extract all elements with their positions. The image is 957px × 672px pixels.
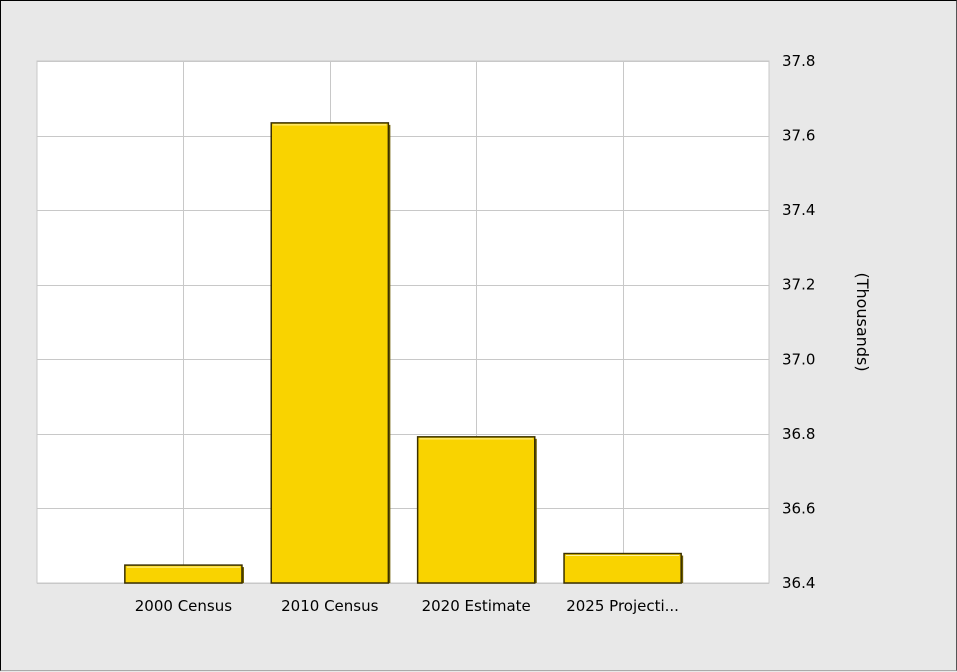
x-axis-categories: 2000 Census 2010 Census 2020 Estimate 2025 …	[135, 597, 679, 615]
grid-lines	[37, 61, 769, 584]
y-tick-label: 37.4	[782, 201, 815, 219]
y-tick-label: 37.0	[782, 350, 815, 368]
y-tick-label: 37.2	[782, 276, 815, 294]
y-tick-label: 36.4	[782, 574, 815, 592]
bar	[563, 552, 684, 584]
x-category-label: 2010 Census	[281, 597, 378, 615]
y-axis-ticks: 36.4 36.6 36.8 37.0 37.2 37.4 37.6 37.8	[782, 52, 815, 592]
bar-body	[270, 122, 390, 584]
x-category-label: 2000 Census	[135, 597, 232, 615]
bar-body	[416, 436, 536, 584]
y-tick-label: 36.6	[782, 499, 815, 517]
x-category-label: 2020 Estimate	[422, 597, 531, 615]
x-category-label: 2025 Projecti...	[566, 597, 679, 615]
y-tick-label: 37.6	[782, 127, 815, 145]
y-axis-label: (Thousands)	[853, 272, 872, 371]
bar-body	[124, 564, 243, 584]
bar-body	[563, 552, 682, 584]
bars	[124, 122, 684, 584]
bar	[270, 122, 391, 584]
y-tick-label: 36.8	[782, 425, 815, 443]
y-tick-label: 37.8	[782, 52, 815, 70]
bar	[416, 436, 537, 584]
bar	[124, 564, 244, 584]
plot-area	[36, 60, 770, 584]
